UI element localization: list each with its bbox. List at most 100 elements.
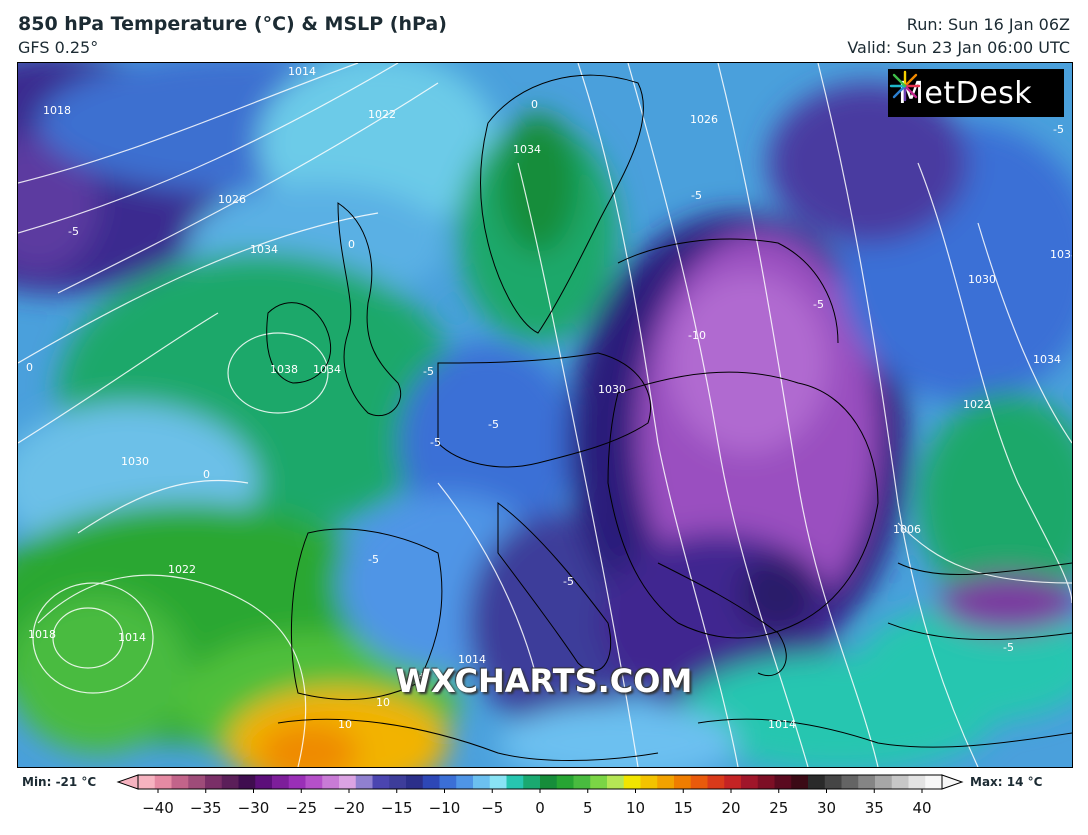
- temperature-label: 5: [418, 673, 425, 686]
- colorbar-swatch: [841, 775, 859, 789]
- colorbar-swatch: [205, 775, 223, 789]
- isobar-label: 1006: [893, 523, 921, 536]
- isobar-label: 1030: [968, 273, 996, 286]
- isobar-label: 1030: [598, 383, 626, 396]
- model-label: GFS 0.25°: [18, 38, 99, 57]
- colorbar-swatch: [406, 775, 424, 789]
- colorbar-swatch: [925, 775, 943, 789]
- temperature-label: 10: [338, 718, 352, 731]
- colorbar-tick-label: −35: [190, 799, 222, 817]
- colorbar-tick-label: −5: [481, 799, 503, 817]
- colorbar-swatch: [908, 775, 926, 789]
- metdesk-logo: MetDesk: [888, 69, 1064, 117]
- colorbar-tick-label: 30: [817, 799, 836, 817]
- colorbar-swatch: [489, 775, 507, 789]
- temperature-label: -5: [563, 575, 574, 588]
- colorbar-swatch: [372, 775, 390, 789]
- colorbar-swatch: [875, 775, 893, 789]
- isobar-label: 1022: [963, 398, 991, 411]
- temperature-label: -5: [536, 675, 547, 688]
- colorbar-swatch: [741, 775, 759, 789]
- colorbar-swatch: [891, 775, 909, 789]
- colorbar-swatch: [171, 775, 189, 789]
- isobar-label: 1030: [121, 455, 149, 468]
- temperature-field: [18, 63, 1072, 767]
- metdesk-logo-text: MetDesk: [898, 75, 1033, 111]
- isobar-label: 1018: [28, 628, 56, 641]
- colorbar-tick-label: 15: [674, 799, 693, 817]
- temperature-label: 5: [420, 671, 427, 684]
- colorbar-swatch: [288, 775, 306, 789]
- temperature-label: 0: [203, 468, 210, 481]
- colorbar-tick-label: 0: [535, 799, 545, 817]
- temperature-label: -5: [691, 189, 702, 202]
- colorbar-swatch: [439, 775, 457, 789]
- chart-title: 850 hPa Temperature (°C) & MSLP (hPa): [18, 13, 447, 35]
- colorbar-swatch: [657, 775, 675, 789]
- isobar-label: 1026: [690, 113, 718, 126]
- isobar-labels: 1018 1014 1022 1026 1034 1038 1030 1022 …: [28, 65, 1072, 731]
- colorbar-tick-label: 10: [626, 799, 645, 817]
- colorbar-max-label: Max: 14 °C: [970, 775, 1043, 789]
- isobar-label: 1018: [43, 104, 71, 117]
- temperature-label: -5: [430, 436, 441, 449]
- isobars: [18, 63, 1072, 767]
- colorbar-swatch: [138, 775, 156, 789]
- weather-map[interactable]: 1018 1014 1022 1026 1034 1038 1030 1022 …: [17, 62, 1073, 768]
- colorbar-swatch: [456, 775, 474, 789]
- colorbar: Min: -21 °C Max: 14 °C −40 −35 −30 −25 −20 −1…: [0, 771, 1088, 831]
- coastlines: [266, 74, 1072, 761]
- colorbar-swatch: [724, 775, 742, 789]
- isobar-label: 1034: [513, 143, 541, 156]
- colorbar-tick-label: −20: [333, 799, 365, 817]
- temperature-label: -5: [488, 418, 499, 431]
- colorbar-swatch: [355, 775, 373, 789]
- temperature-label: -5: [813, 298, 824, 311]
- isobar-label: 1038: [270, 363, 298, 376]
- isobar-label: 1022: [368, 108, 396, 121]
- colorbar-tick-label: 20: [721, 799, 740, 817]
- colorbar-swatch: [523, 775, 541, 789]
- colorbar-swatch: [623, 775, 641, 789]
- colorbar-swatch: [473, 775, 491, 789]
- temperature-labels: -5 0 -5 -5 -5 -5 -10 -5 -5 -5 0 -5 0 5 1…: [26, 98, 1064, 731]
- colorbar-min-arrow: [116, 774, 139, 790]
- colorbar-tick-label: −10: [429, 799, 461, 817]
- colorbar-tick-label: −40: [142, 799, 174, 817]
- colorbar-swatch: [640, 775, 658, 789]
- colorbar-swatch: [774, 775, 792, 789]
- colorbar-swatch: [573, 775, 591, 789]
- colorbar-tick-label: 5: [583, 799, 593, 817]
- isobar-label: 1034: [313, 363, 341, 376]
- colorbar-swatch: [824, 775, 842, 789]
- colorbar-swatch: [707, 775, 725, 789]
- colorbar-swatch: [322, 775, 340, 789]
- colorbar-swatch: [607, 775, 625, 789]
- colorbar-swatch: [238, 775, 256, 789]
- temperature-label: -5: [423, 365, 434, 378]
- isobar-label: 1038: [1050, 248, 1072, 261]
- isobar-label: 1014: [458, 653, 486, 666]
- temperature-label: -5: [368, 553, 379, 566]
- colorbar-scale: −40 −35 −30 −25 −20 −15 −10 −5 0 5 10 15 20 25 30 35 40: [116, 774, 964, 817]
- metdesk-burst-icon: [889, 70, 921, 102]
- watermark: WXCHARTS.COM: [395, 662, 693, 700]
- colorbar-swatch: [540, 775, 558, 789]
- isobar-label: 1022: [168, 563, 196, 576]
- colorbar-min-label: Min: -21 °C: [22, 775, 97, 789]
- colorbar-swatch: [154, 775, 172, 789]
- colorbar-swatch: [808, 775, 826, 789]
- colorbar-tick-label: 40: [912, 799, 931, 817]
- isobar-label: 1014: [768, 718, 796, 731]
- colorbar-swatch: [422, 775, 440, 789]
- colorbar-tick-label: −15: [381, 799, 413, 817]
- colorbar-swatch: [590, 775, 608, 789]
- colorbar-swatch: [690, 775, 708, 789]
- colorbar-swatch: [389, 775, 407, 789]
- temperature-label: 0: [26, 361, 33, 374]
- colorbar-swatch: [305, 775, 323, 789]
- run-time: Run: Sun 16 Jan 06Z: [906, 15, 1070, 34]
- map-canvas: 1018 1014 1022 1026 1034 1038 1030 1022 …: [18, 63, 1072, 767]
- isobar-label: 1014: [118, 631, 146, 644]
- colorbar-tick-label: −30: [238, 799, 270, 817]
